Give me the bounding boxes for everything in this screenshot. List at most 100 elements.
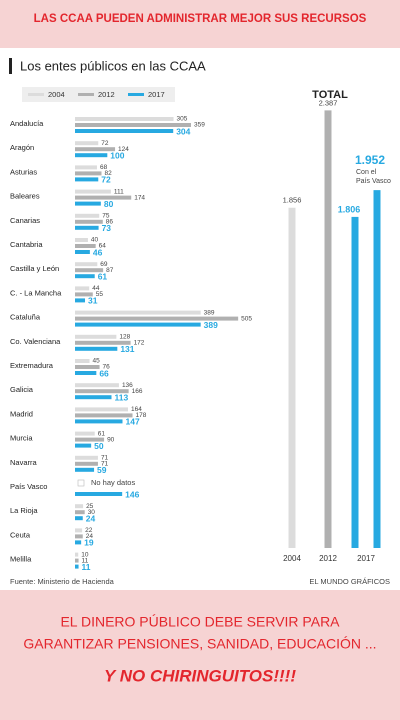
value-label: 166 [132, 388, 143, 395]
bar [75, 286, 90, 291]
bar [75, 407, 128, 412]
value-label: 113 [115, 392, 129, 402]
legend-swatch [28, 93, 44, 96]
bar [75, 552, 79, 557]
bar [75, 225, 99, 230]
value-label: 76 [103, 364, 111, 371]
value-label: 25 [86, 503, 94, 510]
total-bar [351, 216, 359, 548]
bar [75, 395, 112, 400]
legend-label: 2004 [48, 90, 65, 99]
value-label: 389 [204, 309, 215, 316]
total-bar [324, 110, 332, 548]
footer-line: EL DINERO PÚBLICO DEBE SERVIR PARA [60, 614, 340, 630]
bar [75, 171, 102, 176]
bar [75, 292, 93, 297]
bar [75, 504, 84, 509]
value-label: 82 [104, 170, 112, 177]
bar [75, 244, 96, 248]
category-label: Murcia [10, 434, 33, 443]
bar [75, 334, 117, 339]
value-label: 11 [82, 562, 91, 572]
category-label: Melilla [10, 555, 32, 564]
bar [75, 153, 108, 158]
headline: LAS CCAA PUEDEN ADMINISTRAR MEJOR SUS RE… [34, 13, 367, 25]
total-title: TOTAL [312, 89, 348, 101]
value-label: 164 [131, 406, 142, 413]
credit: EL MUNDO GRÁFICOS [309, 577, 390, 586]
slogan: Y NO CHIRINGUITOS!!!! [104, 666, 296, 685]
total-bar [373, 190, 381, 548]
category-label: C. - La Mancha [10, 288, 62, 297]
bar [75, 437, 105, 442]
value-label: 178 [136, 412, 147, 419]
category-label: Navarra [10, 458, 38, 467]
total-value-label: 1.806 [338, 204, 361, 214]
category-label: Ceuta [10, 530, 31, 539]
bar [75, 310, 201, 315]
bar [75, 129, 174, 133]
category-label: Co. Valenciana [10, 337, 61, 346]
extra-note: País Vasco [356, 178, 391, 185]
value-label: 64 [99, 243, 107, 250]
value-label: 75 [102, 213, 110, 220]
title-marker [9, 58, 12, 74]
total-bar [288, 207, 296, 548]
bar [75, 189, 111, 194]
bar [75, 389, 129, 394]
source: Fuente: Ministerio de Hacienda [10, 577, 115, 586]
total-value-label: 1.952 [355, 153, 385, 167]
bar [75, 492, 123, 496]
category-label: Galicia [10, 385, 34, 394]
value-label: 66 [99, 368, 109, 378]
value-label: 100 [110, 150, 124, 160]
bar [75, 534, 83, 539]
value-label: 46 [93, 247, 103, 257]
bar [75, 359, 90, 363]
bar [75, 443, 92, 448]
value-label: 55 [96, 291, 104, 298]
value-label: 50 [94, 441, 104, 451]
bar [75, 117, 174, 121]
category-label: Aragón [10, 143, 34, 152]
category-label: Asturias [10, 167, 37, 176]
value-label: 174 [134, 194, 145, 201]
value-label: 305 [177, 116, 188, 123]
value-label: 131 [120, 344, 134, 354]
top-banner [0, 0, 400, 46]
value-label: 359 [194, 122, 205, 129]
value-label: 86 [106, 219, 114, 226]
x-tick-label: 2012 [319, 554, 337, 563]
bar [75, 250, 90, 254]
value-label: 304 [176, 126, 190, 136]
category-label: País Vasco [10, 482, 47, 491]
category-label: Canarias [10, 216, 40, 225]
value-label: 10 [81, 551, 89, 558]
bar [75, 262, 98, 267]
category-label: Baleares [10, 192, 40, 201]
value-label: 68 [100, 164, 108, 171]
bar [75, 558, 79, 563]
value-label: 40 [91, 237, 99, 244]
bar [75, 461, 98, 466]
bar [75, 219, 103, 224]
bar [75, 540, 82, 545]
total-value-label: 1.856 [283, 196, 302, 205]
x-tick-label: 2004 [283, 554, 301, 563]
value-label: 31 [88, 296, 98, 306]
bar [75, 419, 123, 424]
bar [75, 564, 79, 569]
category-label: Castilla y León [10, 264, 59, 273]
bar [75, 346, 118, 351]
legend-swatch [78, 93, 94, 96]
bar [75, 467, 95, 472]
legend-box [22, 87, 175, 102]
bar [75, 268, 104, 273]
category-label: Andalucía [10, 119, 44, 128]
value-label: 389 [204, 320, 218, 330]
value-label: 90 [107, 436, 115, 443]
bar [75, 413, 133, 418]
value-label: 128 [119, 334, 130, 341]
category-label: Cantabria [10, 240, 43, 249]
